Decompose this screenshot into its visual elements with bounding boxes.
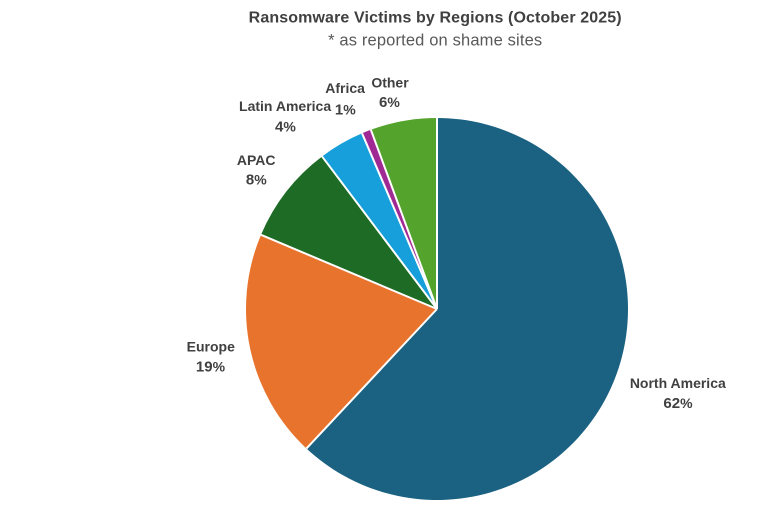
svg-text:Africa: Africa: [325, 80, 365, 96]
svg-text:Other: Other: [371, 75, 409, 91]
svg-text:1%: 1%: [335, 101, 356, 118]
svg-text:6%: 6%: [379, 94, 400, 111]
svg-text:4%: 4%: [275, 118, 296, 135]
svg-text:Europe: Europe: [187, 338, 235, 354]
svg-text:19%: 19%: [196, 358, 226, 375]
svg-text:62%: 62%: [663, 395, 693, 412]
svg-text:North America: North America: [630, 375, 726, 391]
svg-text:8%: 8%: [246, 171, 267, 188]
svg-text:APAC: APAC: [237, 152, 276, 168]
svg-text:Latin America: Latin America: [239, 98, 331, 114]
svg-text:* as reported on shame sites: * as reported on shame sites: [328, 31, 542, 49]
svg-text:Ransomware Victims by Regions: Ransomware Victims by Regions (October 2…: [249, 10, 622, 27]
